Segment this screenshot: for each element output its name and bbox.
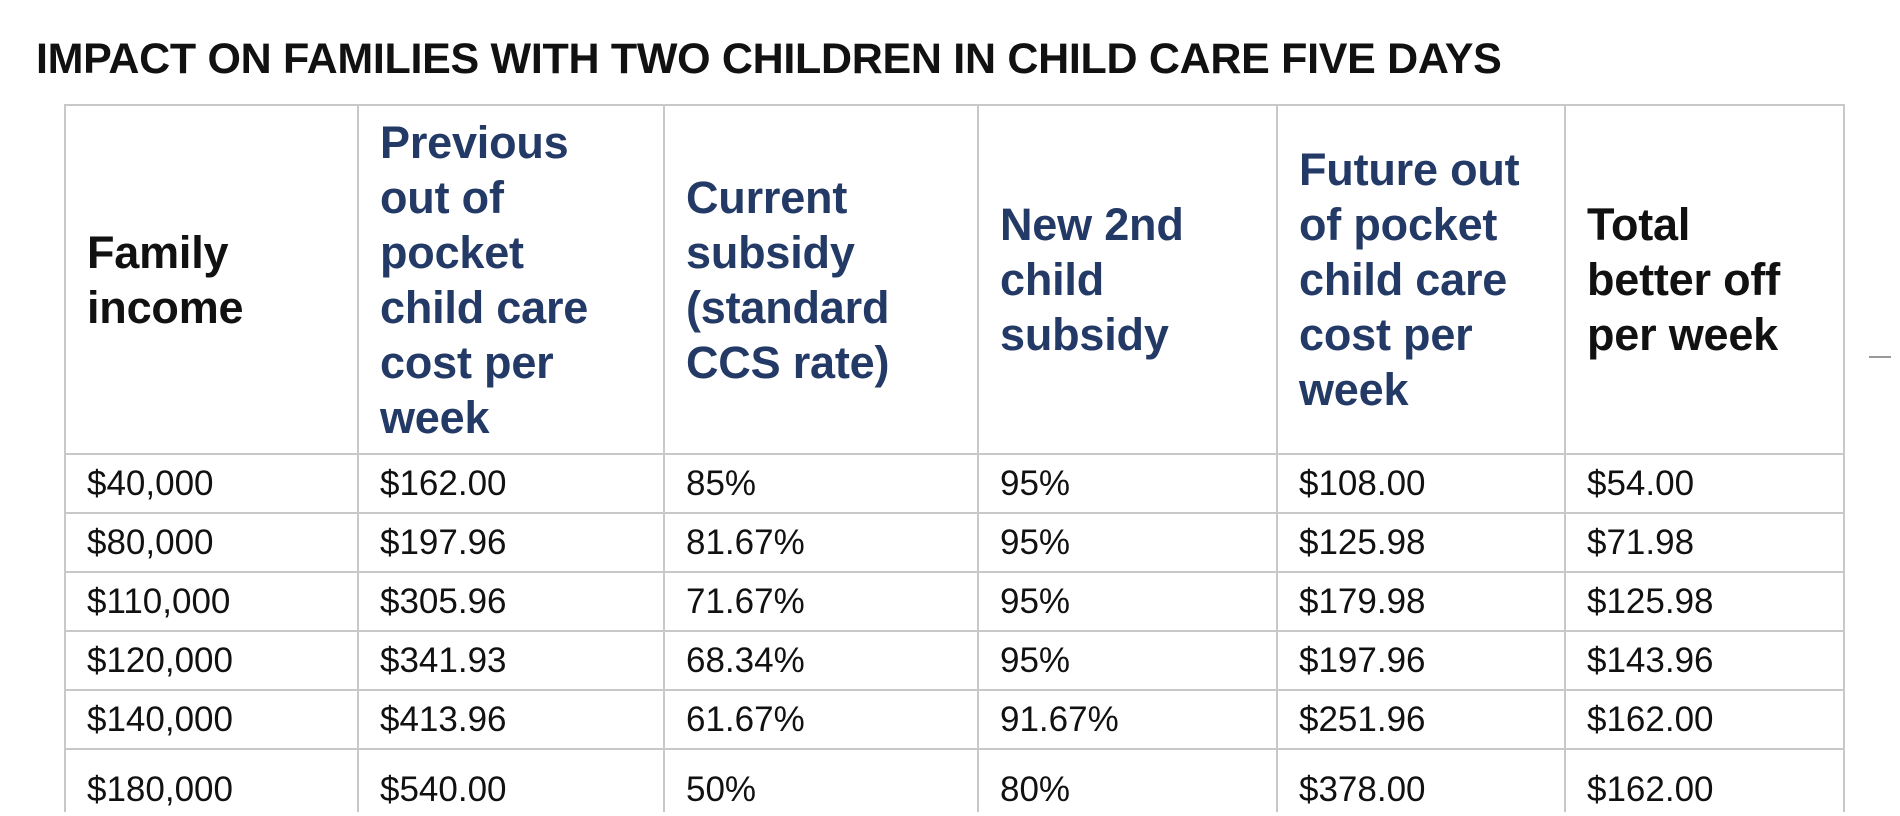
header-new-second-child-subsidy: New 2nd child subsidy — [977, 104, 1278, 455]
header-line: Current — [686, 171, 848, 223]
cell-current-subsidy: 50% — [663, 748, 979, 816]
table-row: $40,000 $162.00 85% 95% $108.00 $54.00 — [64, 453, 1845, 514]
cell-family-income: $80,000 — [64, 512, 359, 573]
cell-family-income: $120,000 — [64, 630, 359, 691]
header-line: week — [1299, 364, 1409, 415]
header-line: New 2nd — [1000, 199, 1184, 250]
header-line: (standard — [686, 281, 890, 333]
table-header-row: Family income Previous out of pocket chi… — [64, 104, 1845, 455]
cell-previous-cost: $341.93 — [357, 630, 665, 691]
cell-total-better-off: $162.00 — [1564, 748, 1845, 816]
cell-future-cost: $378.00 — [1276, 748, 1566, 816]
cell-previous-cost: $413.96 — [357, 689, 665, 750]
cell-family-income: $140,000 — [64, 689, 359, 750]
header-line: child care — [380, 281, 589, 333]
header-line: cost per — [380, 336, 554, 388]
header-line: Previous — [380, 116, 569, 168]
header-line: week — [380, 391, 490, 443]
table-row: $120,000 $341.93 68.34% 95% $197.96 $143… — [64, 630, 1845, 691]
cell-future-cost: $251.96 — [1276, 689, 1566, 750]
bottom-crop-edge — [0, 812, 1900, 816]
cell-current-subsidy: 71.67% — [663, 571, 979, 632]
cell-new-subsidy: 95% — [977, 571, 1278, 632]
header-line: subsidy — [686, 226, 855, 278]
header-line: per week — [1587, 309, 1779, 360]
header-line: child — [1000, 254, 1105, 305]
cell-previous-cost: $162.00 — [357, 453, 665, 514]
cell-previous-cost: $197.96 — [357, 512, 665, 573]
cell-new-subsidy: 95% — [977, 512, 1278, 573]
cell-current-subsidy: 61.67% — [663, 689, 979, 750]
edge-dash-mark — [1869, 356, 1891, 358]
cell-previous-cost: $305.96 — [357, 571, 665, 632]
table-row: $110,000 $305.96 71.67% 95% $179.98 $125… — [64, 571, 1845, 632]
cell-total-better-off: $54.00 — [1564, 453, 1845, 514]
impact-table: Family income Previous out of pocket chi… — [64, 104, 1845, 816]
header-line: Future out — [1299, 144, 1520, 195]
header-line: CCS rate) — [686, 336, 890, 388]
cell-total-better-off: $143.96 — [1564, 630, 1845, 691]
cell-total-better-off: $71.98 — [1564, 512, 1845, 573]
cell-family-income: $180,000 — [64, 748, 359, 816]
cell-new-subsidy: 91.67% — [977, 689, 1278, 750]
header-family-income: Family income — [64, 104, 359, 455]
header-line: subsidy — [1000, 309, 1169, 360]
header-total-better-off: Total better off per week — [1564, 104, 1845, 455]
header-line: cost per — [1299, 309, 1473, 360]
cell-new-subsidy: 95% — [977, 453, 1278, 514]
cell-total-better-off: $125.98 — [1564, 571, 1845, 632]
page-title: IMPACT ON FAMILIES WITH TWO CHILDREN IN … — [36, 35, 1502, 83]
cell-family-income: $110,000 — [64, 571, 359, 632]
cell-new-subsidy: 80% — [977, 748, 1278, 816]
table-row: $180,000 $540.00 50% 80% $378.00 $162.00 — [64, 748, 1845, 816]
header-line: Total — [1587, 199, 1691, 250]
cell-future-cost: $108.00 — [1276, 453, 1566, 514]
header-future-cost: Future out of pocket child care cost per… — [1276, 104, 1566, 455]
header-line: of pocket — [1299, 199, 1498, 250]
cell-future-cost: $197.96 — [1276, 630, 1566, 691]
cell-total-better-off: $162.00 — [1564, 689, 1845, 750]
cell-future-cost: $179.98 — [1276, 571, 1566, 632]
cell-previous-cost: $540.00 — [357, 748, 665, 816]
header-line: out of — [380, 171, 504, 223]
header-line: child care — [1299, 254, 1508, 305]
cell-family-income: $40,000 — [64, 453, 359, 514]
cell-current-subsidy: 85% — [663, 453, 979, 514]
header-previous-cost: Previous out of pocket child care cost p… — [357, 104, 665, 455]
cell-new-subsidy: 95% — [977, 630, 1278, 691]
table-row: $80,000 $197.96 81.67% 95% $125.98 $71.9… — [64, 512, 1845, 573]
header-line: income — [87, 281, 244, 333]
cell-current-subsidy: 81.67% — [663, 512, 979, 573]
header-current-subsidy: Current subsidy (standard CCS rate) — [663, 104, 979, 455]
header-line: pocket — [380, 226, 524, 278]
cell-current-subsidy: 68.34% — [663, 630, 979, 691]
table-row: $140,000 $413.96 61.67% 91.67% $251.96 $… — [64, 689, 1845, 750]
header-line: Family — [87, 226, 229, 278]
header-line: better off — [1587, 254, 1780, 305]
cell-future-cost: $125.98 — [1276, 512, 1566, 573]
